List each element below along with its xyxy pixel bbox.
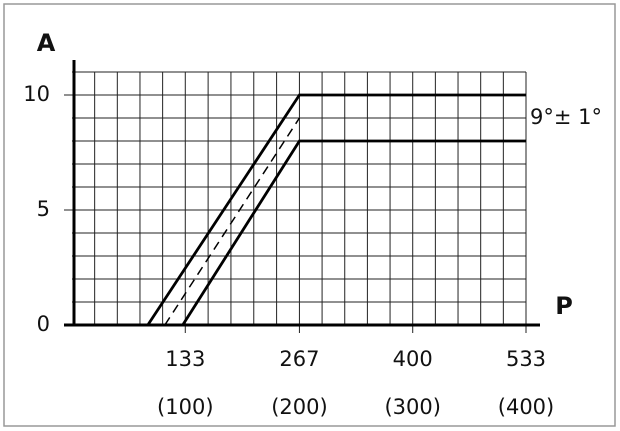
series-line: [181, 139, 526, 326]
y-axis-label: A: [37, 29, 56, 57]
x-tick-sublabel: (200): [271, 395, 327, 419]
series-line: [164, 117, 301, 326]
x-tick-label: 533: [506, 347, 546, 371]
y-tick-label: 10: [23, 82, 50, 106]
annotation: 9°± 1°: [530, 105, 602, 129]
y-tick-label: 0: [37, 312, 50, 336]
grid: [64, 71, 527, 333]
frame: [3, 3, 616, 427]
x-tick-label: 133: [165, 347, 205, 371]
x-tick-label: 267: [279, 347, 319, 371]
x-axis-label: P: [555, 292, 573, 320]
x-tick-sublabel: (100): [157, 395, 213, 419]
x-tick-label: 400: [393, 347, 433, 371]
series-line: [146, 93, 526, 326]
y-tick-label: 5: [37, 197, 50, 221]
x-tick-sublabel: (400): [498, 395, 554, 419]
x-tick-sublabel: (300): [384, 395, 440, 419]
